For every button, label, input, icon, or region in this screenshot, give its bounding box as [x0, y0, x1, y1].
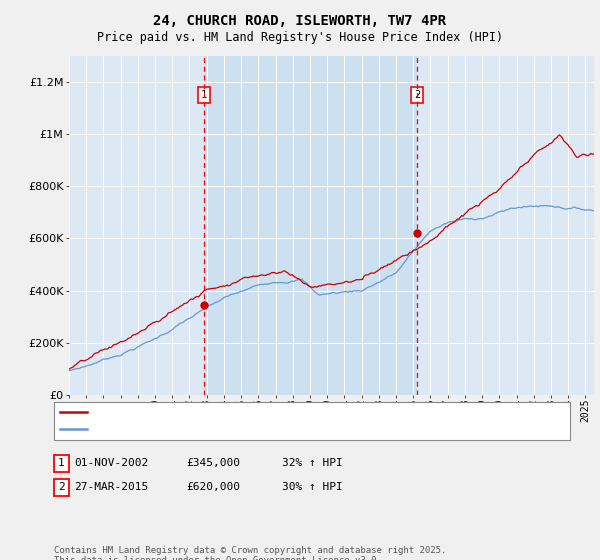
Text: 32% ↑ HPI: 32% ↑ HPI [282, 458, 343, 468]
Text: £345,000: £345,000 [186, 458, 240, 468]
Text: 2: 2 [414, 90, 421, 100]
Text: £620,000: £620,000 [186, 482, 240, 492]
Text: Contains HM Land Registry data © Crown copyright and database right 2025.
This d: Contains HM Land Registry data © Crown c… [54, 546, 446, 560]
Text: Price paid vs. HM Land Registry's House Price Index (HPI): Price paid vs. HM Land Registry's House … [97, 31, 503, 44]
Text: 27-MAR-2015: 27-MAR-2015 [74, 482, 148, 492]
Text: HPI: Average price, semi-detached house, Hounslow: HPI: Average price, semi-detached house,… [91, 424, 397, 434]
Text: 2: 2 [58, 482, 65, 492]
Text: 1: 1 [200, 90, 207, 100]
Text: 30% ↑ HPI: 30% ↑ HPI [282, 482, 343, 492]
Text: 24, CHURCH ROAD, ISLEWORTH, TW7 4PR: 24, CHURCH ROAD, ISLEWORTH, TW7 4PR [154, 14, 446, 28]
Text: 24, CHURCH ROAD, ISLEWORTH, TW7 4PR (semi-detached house): 24, CHURCH ROAD, ISLEWORTH, TW7 4PR (sem… [91, 407, 448, 417]
Text: 1: 1 [58, 458, 65, 468]
Bar [204, 56, 417, 395]
Text: 01-NOV-2002: 01-NOV-2002 [74, 458, 148, 468]
